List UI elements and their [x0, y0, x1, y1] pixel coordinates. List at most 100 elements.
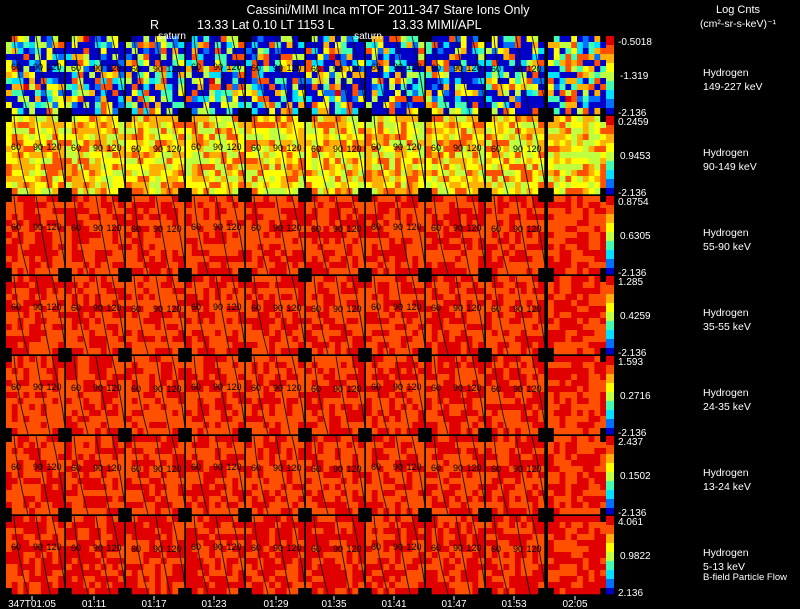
heatmap-cell	[112, 122, 119, 129]
heatmap-cell	[358, 182, 365, 189]
heatmap-cell	[58, 294, 65, 301]
heatmap-cell	[400, 232, 407, 239]
heatmap-cell	[100, 232, 107, 239]
heatmap-cell	[40, 152, 47, 159]
heatmap-cell	[232, 262, 239, 269]
heatmap-cell	[588, 220, 595, 227]
heatmap-cell	[311, 262, 318, 269]
heatmap-cell	[232, 84, 239, 91]
heatmap-cell	[6, 202, 13, 209]
heatmap-cell	[548, 108, 555, 115]
heatmap-cell	[226, 220, 233, 227]
heatmap-cell	[46, 158, 53, 165]
heatmap-cell	[220, 262, 227, 269]
heatmap-cell	[257, 48, 264, 55]
heatmap-cell	[191, 232, 198, 239]
heatmap-cell	[400, 256, 407, 263]
heatmap-cell	[263, 250, 270, 257]
heatmap-cell	[118, 220, 125, 227]
heatmap-cell	[389, 244, 396, 251]
heatmap-cell	[400, 122, 407, 129]
heatmap-cell	[149, 336, 156, 343]
heatmap-cell	[412, 78, 419, 85]
pitch-angle-label: 120	[166, 224, 181, 234]
heatmap-cell	[71, 276, 78, 283]
heatmap-cell	[526, 244, 533, 251]
heatmap-cell	[559, 122, 566, 129]
heatmap-cell	[466, 140, 473, 147]
heatmap-cell	[238, 232, 245, 239]
heatmap-cell	[172, 262, 179, 269]
heatmap-cell	[166, 128, 173, 135]
heatmap-cell	[257, 54, 264, 61]
heatmap-cell	[418, 42, 425, 49]
heatmap-cell	[389, 84, 396, 91]
heatmap-cell	[95, 300, 102, 307]
heatmap-cell	[155, 276, 162, 283]
heatmap-cell	[548, 66, 555, 73]
heatmap-cell	[478, 152, 485, 159]
heatmap-cell	[257, 238, 264, 245]
heatmap-cell	[329, 288, 336, 295]
heatmap-cell	[329, 256, 336, 263]
heatmap-cell	[251, 102, 258, 109]
heatmap-cell	[257, 140, 264, 147]
heatmap-cell	[95, 182, 102, 189]
heatmap-cell	[137, 48, 144, 55]
heatmap-cell	[286, 42, 293, 49]
heatmap-cell	[395, 158, 402, 165]
heatmap-cell	[178, 348, 185, 355]
heatmap-cell	[275, 122, 282, 129]
heatmap-cell	[246, 294, 253, 301]
colorbar-max-label: 0.2459	[618, 117, 649, 128]
heatmap-cell	[455, 188, 462, 195]
heatmap-cell	[269, 238, 276, 245]
heatmap-cell	[383, 256, 390, 263]
heatmap-cell	[520, 146, 527, 153]
pitch-angle-label: 60	[191, 62, 201, 72]
heatmap-cell	[220, 122, 227, 129]
heatmap-cell	[251, 84, 258, 91]
heatmap-cell	[389, 262, 396, 269]
heatmap-cell	[400, 214, 407, 221]
heatmap-cell	[215, 164, 222, 171]
heatmap-cell	[478, 48, 485, 55]
colorbar-step	[606, 259, 614, 263]
heatmap-cell	[220, 300, 227, 307]
heatmap-cell	[118, 244, 125, 251]
heatmap-cell	[6, 152, 13, 159]
heatmap-cell	[52, 146, 59, 153]
heatmap-cell	[520, 220, 527, 227]
heatmap-cell	[389, 188, 396, 195]
heatmap-cell	[443, 54, 450, 61]
heatmap-cell	[472, 72, 479, 79]
heatmap-cell	[275, 300, 282, 307]
heatmap-cell	[149, 146, 156, 153]
heatmap-cell	[443, 84, 450, 91]
heatmap-cell	[389, 202, 396, 209]
heatmap-cell	[186, 250, 193, 257]
heatmap-cell	[100, 336, 107, 343]
heatmap-cell	[166, 66, 173, 73]
heatmap-cell	[263, 262, 270, 269]
heatmap-cell	[66, 262, 73, 269]
heatmap-cell	[455, 202, 462, 209]
heatmap-cell	[437, 182, 444, 189]
heatmap-cell	[306, 244, 313, 251]
heatmap-cell	[191, 152, 198, 159]
heatmap-cell	[588, 164, 595, 171]
heatmap-cell	[306, 152, 313, 159]
heatmap-cell	[52, 312, 59, 319]
heatmap-cell	[66, 90, 73, 97]
heatmap-cell	[209, 330, 216, 337]
heatmap-cell	[209, 282, 216, 289]
heatmap-cell	[497, 208, 504, 215]
heatmap-cell	[520, 66, 527, 73]
pitch-angle-label: 60	[491, 224, 501, 234]
heatmap-cell	[246, 250, 253, 257]
heatmap-cell	[263, 188, 270, 195]
heatmap-cell	[329, 48, 336, 55]
heatmap-cell	[329, 348, 336, 355]
heatmap-cell	[29, 294, 36, 301]
heatmap-cell	[203, 128, 210, 135]
